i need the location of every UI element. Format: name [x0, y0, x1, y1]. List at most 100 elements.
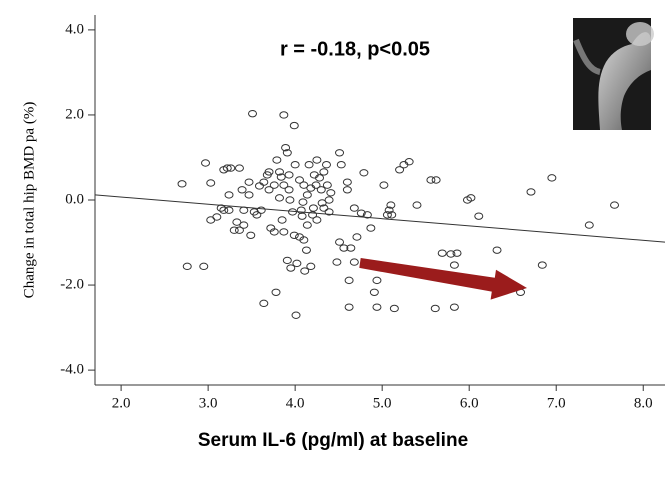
point	[299, 236, 309, 244]
point	[537, 261, 547, 269]
point	[234, 226, 244, 234]
point	[342, 186, 352, 194]
point	[244, 178, 254, 186]
point	[321, 161, 331, 169]
point	[431, 176, 441, 184]
point	[430, 304, 440, 313]
point	[272, 156, 282, 164]
point	[346, 244, 356, 252]
point	[284, 186, 294, 194]
point	[274, 194, 284, 202]
point	[311, 181, 321, 189]
point	[295, 176, 305, 184]
point	[237, 186, 247, 194]
point	[182, 262, 192, 271]
point	[449, 261, 459, 269]
point	[222, 164, 232, 172]
x-tick-label: 8.0	[634, 395, 653, 411]
point	[395, 166, 405, 174]
y-tick-label: 0.0	[65, 191, 84, 207]
point	[252, 211, 262, 219]
point	[199, 262, 209, 271]
point	[279, 228, 289, 236]
point	[339, 244, 349, 252]
point	[344, 276, 354, 285]
point	[317, 199, 327, 207]
point	[248, 109, 258, 118]
point	[177, 180, 187, 188]
point	[302, 191, 312, 199]
point	[382, 211, 392, 219]
point	[274, 168, 284, 176]
point	[547, 174, 557, 182]
x-tick-label: 2.0	[112, 395, 131, 411]
point	[290, 161, 300, 169]
point	[372, 303, 382, 311]
point	[239, 221, 249, 229]
point	[271, 288, 281, 296]
point	[201, 159, 211, 167]
point	[466, 194, 476, 202]
point	[299, 181, 309, 189]
point	[285, 196, 295, 204]
y-axis-label: Change in total hip BMD pa (%)	[21, 102, 37, 299]
point	[324, 196, 334, 204]
point	[308, 204, 318, 212]
point	[356, 209, 366, 217]
point	[284, 171, 294, 179]
point	[492, 246, 502, 254]
point	[312, 216, 322, 224]
y-tick-label: -4.0	[60, 362, 84, 378]
point	[279, 111, 289, 119]
point	[369, 288, 379, 296]
point	[229, 226, 239, 234]
point	[319, 204, 329, 212]
point	[315, 174, 325, 182]
annotation: r = -0.18, p<0.05	[280, 38, 430, 60]
point	[276, 173, 286, 181]
point	[324, 208, 334, 216]
point	[289, 231, 299, 239]
point	[342, 178, 352, 186]
x-tick-label: 4.0	[286, 395, 305, 411]
point	[297, 212, 307, 220]
point	[526, 188, 536, 196]
point	[254, 182, 264, 190]
point	[332, 258, 342, 266]
point	[206, 216, 216, 224]
x-tick-label: 5.0	[373, 395, 392, 411]
point	[389, 304, 399, 313]
point	[326, 189, 336, 197]
point	[322, 181, 332, 189]
point	[244, 191, 254, 199]
point	[226, 164, 236, 172]
hip-image	[573, 18, 654, 130]
point	[206, 179, 216, 187]
point	[277, 216, 287, 224]
point	[474, 212, 484, 220]
point	[379, 181, 389, 189]
point	[610, 201, 620, 209]
points	[94, 109, 665, 319]
point	[279, 181, 289, 189]
point	[426, 176, 436, 184]
point	[281, 143, 291, 152]
point	[335, 238, 345, 246]
point	[319, 168, 329, 176]
point	[359, 169, 369, 177]
point	[291, 311, 301, 319]
y-tick-label: 2.0	[65, 106, 84, 122]
point	[269, 228, 279, 236]
point	[239, 206, 249, 214]
point	[286, 264, 296, 272]
trend-line	[94, 194, 665, 243]
point	[219, 206, 229, 214]
point	[452, 249, 462, 257]
point	[269, 181, 279, 189]
y-tick-label: -2.0	[60, 276, 84, 292]
point	[246, 231, 256, 239]
point	[212, 213, 222, 221]
point	[412, 201, 422, 209]
point	[352, 233, 362, 241]
